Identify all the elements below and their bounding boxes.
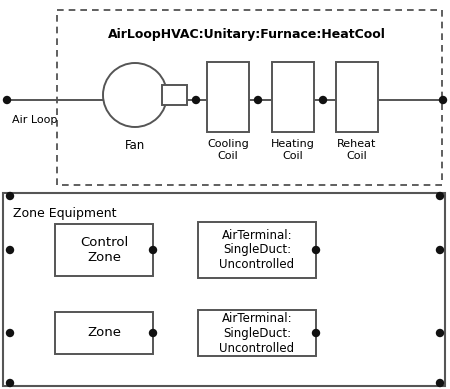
Circle shape: [255, 96, 261, 103]
Circle shape: [320, 96, 327, 103]
Text: AirTerminal:
SingleDuct:
Uncontrolled: AirTerminal: SingleDuct: Uncontrolled: [220, 228, 295, 272]
Bar: [336, 62, 378, 132]
Text: Reheat
Coil: Reheat Coil: [338, 139, 377, 161]
Circle shape: [6, 193, 14, 200]
Bar: [57, 10, 442, 185]
Text: AirLoopHVAC:Unitary:Furnace:HeatCool: AirLoopHVAC:Unitary:Furnace:HeatCool: [108, 28, 386, 41]
Text: Fan: Fan: [125, 138, 145, 151]
Circle shape: [149, 247, 157, 254]
Circle shape: [6, 247, 14, 254]
Circle shape: [312, 329, 319, 336]
Circle shape: [193, 96, 199, 103]
Bar: [162, 85, 187, 105]
Circle shape: [436, 193, 444, 200]
Bar: [207, 62, 249, 132]
Text: AirTerminal:
SingleDuct:
Uncontrolled: AirTerminal: SingleDuct: Uncontrolled: [220, 312, 295, 354]
Circle shape: [6, 329, 14, 336]
Circle shape: [149, 329, 157, 336]
Circle shape: [436, 380, 444, 387]
Circle shape: [436, 247, 444, 254]
Text: Control
Zone: Control Zone: [80, 236, 128, 264]
Circle shape: [4, 96, 10, 103]
Circle shape: [6, 380, 14, 387]
Circle shape: [440, 96, 446, 103]
Text: Zone: Zone: [87, 326, 121, 340]
Bar: [55, 312, 153, 354]
Bar: [3, 193, 445, 386]
Text: Heating
Coil: Heating Coil: [271, 139, 315, 161]
Text: Air Loop: Air Loop: [12, 115, 58, 125]
Circle shape: [312, 247, 319, 254]
Bar: [198, 310, 316, 356]
Text: Cooling
Coil: Cooling Coil: [207, 139, 249, 161]
Bar: [55, 224, 153, 276]
Circle shape: [436, 329, 444, 336]
Bar: [198, 222, 316, 278]
Circle shape: [103, 63, 167, 127]
Text: Zone Equipment: Zone Equipment: [13, 207, 117, 220]
Bar: [272, 62, 314, 132]
